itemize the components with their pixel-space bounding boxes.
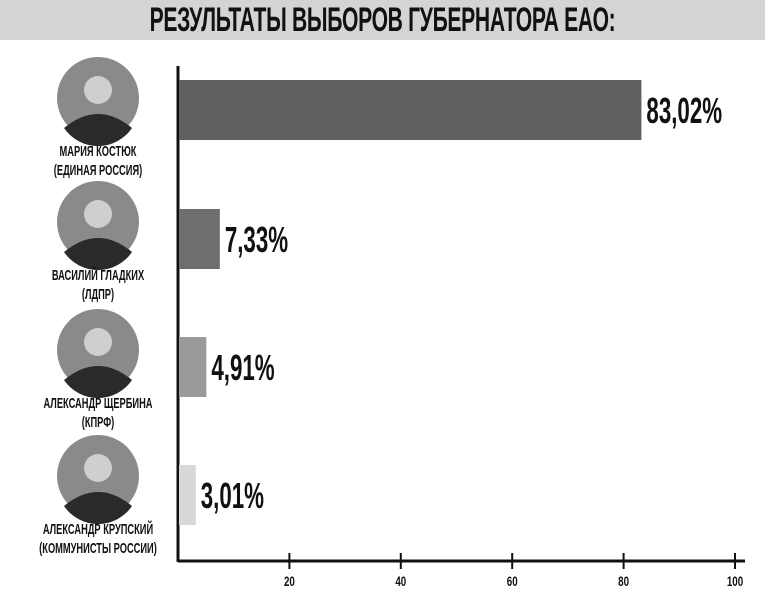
- candidate-name: АЛЕКСАНДР ЩЕРБИНА: [43, 395, 152, 412]
- x-tick-label: 60: [507, 573, 518, 589]
- bar: [179, 209, 220, 269]
- bar: [179, 337, 207, 397]
- candidate-photo-body: [64, 238, 132, 271]
- candidate-name: АЛЕКСАНДР КРУПСКИЙ: [43, 520, 153, 538]
- title-banner: [0, 0, 765, 40]
- candidate-name: ВАСИЛИЙ ГЛАДКИХ: [52, 266, 145, 284]
- x-tick-label: 100: [727, 573, 744, 589]
- x-tick-label: 40: [395, 573, 406, 589]
- candidate-photo-body: [64, 492, 132, 525]
- data-label: 7,33%: [225, 221, 288, 261]
- candidate-photo-face: [84, 454, 112, 482]
- chart-title: РЕЗУЛЬТАТЫ ВЫБОРОВ ГУБЕРНАТОРА ЕАО:: [149, 1, 616, 39]
- candidate-photo-face: [84, 328, 112, 356]
- candidate-name: МАРИЯ КОСТЮК: [60, 143, 137, 160]
- candidate-party: (КПРФ): [82, 414, 115, 431]
- candidate-party: (КОММУНИСТЫ РОССИИ): [39, 540, 157, 557]
- bar: [179, 465, 196, 525]
- candidate-party: (ЕДИНАЯ РОССИЯ): [54, 162, 142, 179]
- candidate-photo-body: [64, 366, 132, 399]
- candidate-party: (ЛДПР): [82, 286, 114, 303]
- data-label: 4,91%: [211, 349, 274, 389]
- data-label: 3,01%: [201, 477, 264, 517]
- x-tick-label: 20: [284, 573, 295, 589]
- candidate-photo-face: [84, 200, 112, 228]
- candidate-photo-body: [64, 114, 132, 147]
- x-tick-label: 80: [618, 573, 629, 589]
- bar: [179, 80, 642, 140]
- data-label: 83,02%: [646, 92, 722, 132]
- candidate-photo-face: [84, 76, 112, 104]
